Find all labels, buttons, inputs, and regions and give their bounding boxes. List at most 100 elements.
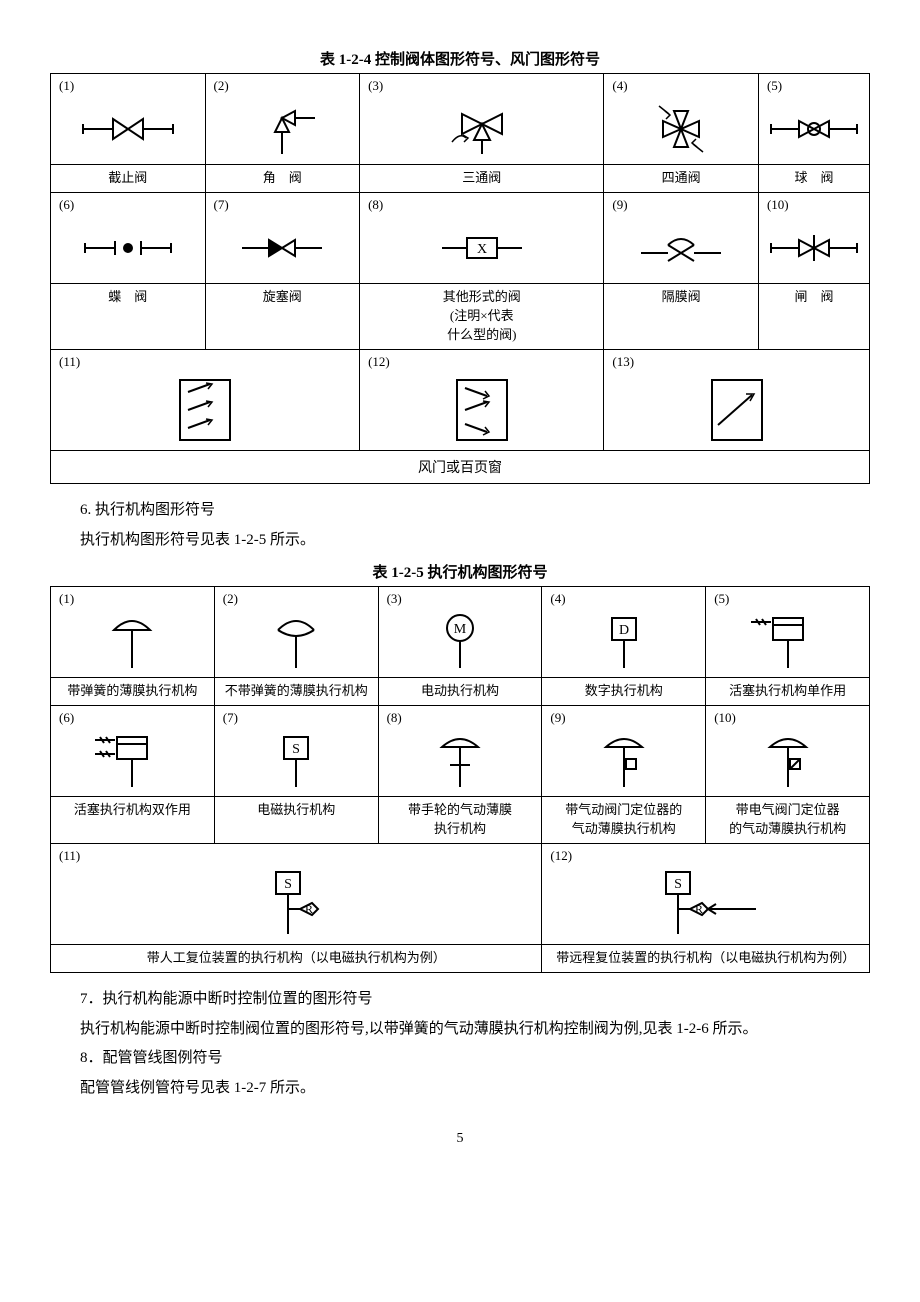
t2c3-svg: M [379, 607, 542, 677]
section8-line: 配管管线例管符号见表 1-2-7 所示。 [50, 1076, 870, 1102]
t1c8-label: 其他形式的阀 (注明×代表 什么型的阀) [360, 283, 603, 349]
spring-diaphragm-icon [92, 610, 172, 675]
svg-text:D: D [619, 623, 629, 638]
damper2-icon [437, 370, 527, 450]
t1c11-svg [51, 370, 359, 450]
svg-text:S: S [674, 877, 682, 892]
elec-positioner-icon [748, 729, 828, 794]
t2c12-label: 带远程复位装置的执行机构（以电磁执行机构为例） [542, 944, 869, 972]
t2c6-num: (6) [51, 706, 214, 726]
t2c4-svg: D [542, 607, 705, 677]
t1c3-num: (3) [360, 74, 603, 94]
sluice-valve-icon [759, 223, 869, 273]
t2c2-num: (2) [215, 587, 378, 607]
t2c1-label: 带弹簧的薄膜执行机构 [51, 677, 214, 705]
t1c4-num: (4) [604, 74, 758, 94]
remote-reset-icon: S R [606, 864, 806, 944]
svg-text:R: R [305, 902, 313, 916]
ball-valve-icon [759, 104, 869, 154]
t2c3-num: (3) [379, 587, 542, 607]
t1c5-num: (5) [759, 74, 869, 94]
t2c4-num: (4) [542, 587, 705, 607]
t1c5-svg [759, 94, 869, 164]
four-way-valve-icon [631, 94, 731, 164]
section7-line: 执行机构能源中断时控制阀位置的图形符号,以带弹簧的气动薄膜执行机构控制阀为例,见… [50, 1017, 870, 1043]
t1c9-label: 隔膜阀 [604, 283, 758, 311]
t2c10-svg [706, 726, 869, 796]
t2c2-label: 不带弹簧的薄膜执行机构 [215, 677, 378, 705]
t2c1-num: (1) [51, 587, 214, 607]
butterfly-valve-icon [73, 223, 183, 273]
t1c4-svg [604, 94, 758, 164]
t1c12-num: (12) [360, 350, 603, 370]
t2c7-num: (7) [215, 706, 378, 726]
t2c10-label: 带电气阀门定位器 的气动薄膜执行机构 [706, 796, 869, 843]
section8-title: 8．配管管线图例符号 [50, 1046, 870, 1072]
t2c2-svg [215, 607, 378, 677]
t2c8-svg [379, 726, 542, 796]
t1c6-label: 蝶 阀 [51, 283, 205, 311]
t1c10-label: 闸 阀 [759, 283, 869, 311]
t2c9-num: (9) [542, 706, 705, 726]
solenoid-actuator-icon: S [256, 729, 336, 794]
table1-caption: 表 1-2-4 控制阀体图形符号、风门图形符号 [50, 48, 870, 69]
t1c8-num: (8) [360, 193, 603, 213]
t2c12-num: (12) [542, 844, 869, 864]
piston-single-icon [743, 610, 833, 675]
angle-valve-icon [237, 94, 327, 164]
piston-double-icon [87, 729, 177, 794]
t1c5-label: 球 阀 [759, 164, 869, 192]
t1c2-num: (2) [206, 74, 360, 94]
t2c6-svg [51, 726, 214, 796]
nospring-diaphragm-icon [256, 610, 336, 675]
t1c3-svg [360, 94, 603, 164]
t2c11-svg: S R [51, 864, 541, 944]
t2c8-num: (8) [379, 706, 542, 726]
section6-title: 6. 执行机构图形符号 [50, 498, 870, 524]
t2c9-label: 带气动阀门定位器的 气动薄膜执行机构 [542, 796, 705, 843]
t1c6-num: (6) [51, 193, 205, 213]
t1c9-num: (9) [604, 193, 758, 213]
t1c1-svg [51, 94, 205, 164]
t2c6-label: 活塞执行机构双作用 [51, 796, 214, 824]
svg-text:X: X [477, 242, 487, 257]
page-number: 5 [50, 1131, 870, 1147]
t1c11-num: (11) [51, 350, 359, 370]
t1c1-num: (1) [51, 74, 205, 94]
t2c7-label: 电磁执行机构 [215, 796, 378, 824]
t2c4-label: 数字执行机构 [542, 677, 705, 705]
t1c12-svg [360, 370, 603, 450]
svg-text:S: S [292, 742, 300, 757]
damper1-icon [160, 370, 250, 450]
t1c2-label: 角 阀 [206, 164, 360, 192]
t1c4-label: 四通阀 [604, 164, 758, 192]
other-valve-icon: X [427, 228, 537, 268]
t2c3-label: 电动执行机构 [379, 677, 542, 705]
t2c5-num: (5) [706, 587, 869, 607]
t2c1-svg [51, 607, 214, 677]
plug-valve-icon [227, 223, 337, 273]
t1c6-svg [51, 213, 205, 283]
t2c9-svg [542, 726, 705, 796]
digital-actuator-icon: D [584, 610, 664, 675]
t1c7-label: 旋塞阀 [206, 283, 360, 311]
t1c8-svg: X [360, 213, 603, 283]
t1c2-svg [206, 94, 360, 164]
t2c11-num: (11) [51, 844, 541, 864]
table-1-2-4: (1) 截止阀 (2) 角 阀 (3) 三通阀 (4) [50, 73, 870, 484]
manual-reset-icon: S R [206, 864, 386, 944]
t2c11-label: 带人工复位装置的执行机构（以电磁执行机构为例） [51, 944, 541, 972]
t2c8-label: 带手轮的气动薄膜 执行机构 [379, 796, 542, 843]
t2c10-num: (10) [706, 706, 869, 726]
table-1-2-5: (1) 带弹簧的薄膜执行机构 (2) 不带弹簧的薄膜执行机构 (3) M 电动执… [50, 586, 870, 973]
section7-title: 7．执行机构能源中断时控制位置的图形符号 [50, 987, 870, 1013]
t2c5-svg [706, 607, 869, 677]
diaphragm-valve-icon [626, 223, 736, 273]
t1c1-label: 截止阀 [51, 164, 205, 192]
three-way-valve-icon [432, 94, 532, 164]
t1c3-label: 三通阀 [360, 164, 603, 192]
handwheel-diaphragm-icon [420, 729, 500, 794]
damper3-icon [692, 370, 782, 450]
svg-text:M: M [454, 622, 467, 637]
t1-spanlabel: 风门或百页窗 [51, 451, 870, 484]
